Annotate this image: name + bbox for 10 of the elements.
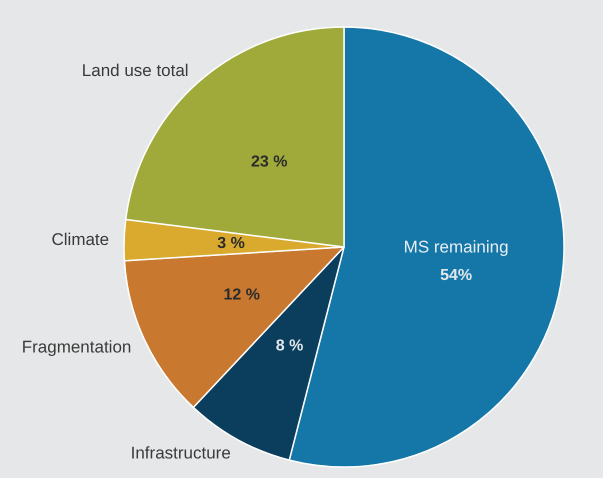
slice-label: MS remaining (404, 238, 509, 257)
slice-label: Climate (51, 230, 110, 250)
slice-label: Fragmentation (22, 338, 132, 357)
slice-label: Land use total (82, 61, 189, 80)
data-label: 3 % (217, 234, 245, 252)
slice-label: Infrastructure (130, 443, 231, 462)
data-label: 54% (440, 267, 472, 284)
data-label: 23 % (251, 154, 288, 171)
data-label: 12 % (224, 286, 260, 304)
data-label: 8 % (276, 338, 304, 355)
